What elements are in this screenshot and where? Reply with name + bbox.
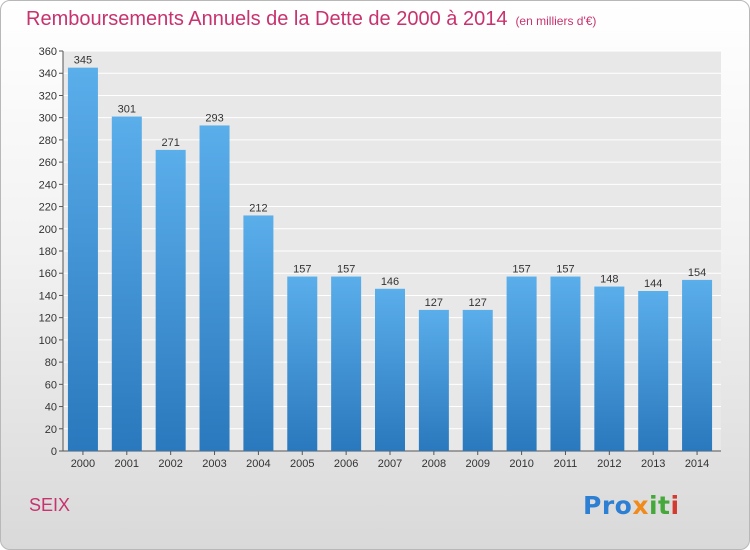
y-tick-label: 260	[39, 157, 57, 169]
y-tick-label: 0	[51, 446, 57, 458]
logo-part-3: it	[648, 491, 671, 520]
commune-name: SEIX	[29, 495, 71, 515]
bar-2009	[462, 309, 493, 451]
data-label-2002: 271	[161, 137, 179, 149]
bar-2001	[111, 116, 142, 452]
x-tick-label-2014: 2014	[685, 458, 709, 470]
x-tick-label-2010: 2010	[509, 458, 533, 470]
y-tick-label: 140	[39, 290, 57, 302]
y-tick-label: 40	[45, 402, 57, 414]
bar-2007	[375, 288, 405, 451]
data-label-2014: 154	[688, 267, 706, 279]
bar-2013	[638, 291, 669, 451]
logo-part-4: i	[670, 491, 680, 520]
y-tick-label: 360	[39, 46, 57, 58]
data-label-2009: 127	[469, 297, 487, 309]
data-label-2013: 144	[644, 278, 662, 290]
logo-part-2: x	[632, 491, 649, 520]
x-tick-label-2008: 2008	[422, 458, 446, 470]
x-tick-label-2001: 2001	[115, 458, 139, 470]
bar-2006	[331, 276, 362, 451]
bar-2011	[550, 276, 581, 451]
y-tick-label: 300	[39, 113, 57, 125]
data-label-2006: 157	[337, 264, 355, 276]
data-label-2005: 157	[293, 264, 311, 276]
y-tick-label: 240	[39, 179, 57, 191]
bar-2008	[418, 309, 449, 451]
x-tick-label-2012: 2012	[597, 458, 621, 470]
y-tick-label: 60	[45, 379, 57, 391]
bar-2002	[155, 149, 186, 451]
x-tick-label-2002: 2002	[158, 458, 182, 470]
logo-part-1: Pro	[583, 491, 633, 520]
y-tick-label: 220	[39, 202, 57, 214]
x-tick-label-2011: 2011	[554, 458, 578, 470]
x-tick-label-2003: 2003	[202, 458, 226, 470]
y-tick-label: 280	[39, 135, 57, 147]
proxiti-logo: Proxiti	[583, 491, 680, 520]
data-label-2010: 157	[512, 264, 530, 276]
y-tick-label: 200	[39, 224, 57, 236]
data-label-2008: 127	[425, 297, 443, 309]
y-tick-label: 100	[39, 335, 57, 347]
y-tick-label: 180	[39, 246, 57, 258]
bar-2005	[287, 276, 318, 451]
chart-unit: (en milliers d'€)	[515, 14, 597, 28]
bar-2010	[506, 276, 537, 451]
x-tick-label-2005: 2005	[290, 458, 314, 470]
data-label-2003: 293	[205, 112, 223, 124]
y-tick-label: 340	[39, 68, 57, 80]
x-tick-label-2004: 2004	[246, 458, 270, 470]
chart-title: Remboursements Annuels de la Dette de 20…	[26, 8, 596, 31]
data-label-2000: 345	[74, 55, 92, 67]
bar-2012	[594, 286, 625, 451]
y-tick-label: 80	[45, 357, 57, 369]
y-tick-label: 120	[39, 313, 57, 325]
y-tick-label: 20	[45, 424, 57, 436]
data-label-2001: 301	[118, 104, 136, 116]
bar-2003	[199, 125, 230, 451]
x-tick-label-2007: 2007	[378, 458, 402, 470]
data-label-2012: 148	[600, 274, 618, 286]
x-tick-label-2000: 2000	[71, 458, 95, 470]
x-tick-label-2013: 2013	[641, 458, 665, 470]
data-label-2004: 212	[249, 202, 267, 214]
data-label-2011: 157	[556, 264, 574, 276]
chart-title-text: Remboursements Annuels de la Dette de 20…	[26, 8, 508, 30]
data-label-2007: 146	[381, 276, 399, 288]
bar-2000	[67, 67, 98, 452]
bar-2014	[682, 279, 713, 451]
x-tick-label-2006: 2006	[334, 458, 358, 470]
y-tick-label: 320	[39, 90, 57, 102]
y-tick-label: 160	[39, 268, 57, 280]
bar-2004	[243, 215, 274, 451]
x-tick-label-2009: 2009	[465, 458, 489, 470]
